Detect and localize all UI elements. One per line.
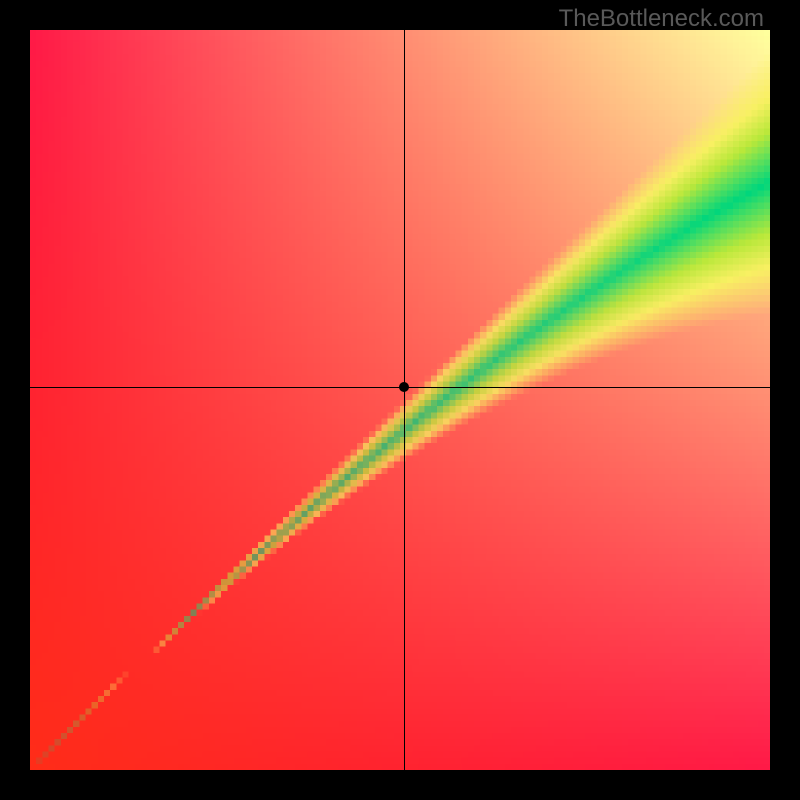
heatmap-plot — [30, 30, 770, 770]
selected-point — [399, 382, 409, 392]
chart-frame: TheBottleneck.com — [0, 0, 800, 800]
watermark-text: TheBottleneck.com — [559, 5, 764, 33]
crosshair-vertical — [404, 30, 405, 770]
heatmap-canvas — [30, 30, 770, 770]
